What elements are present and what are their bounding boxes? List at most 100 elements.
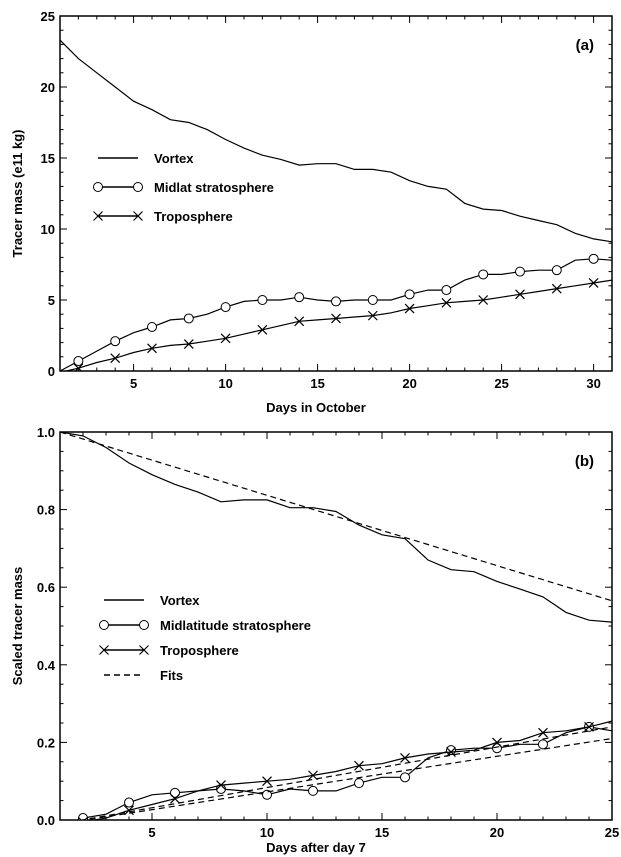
- y-tick-label: 0.2: [37, 735, 55, 750]
- cross-marker: [441, 297, 452, 308]
- cross-marker: [78, 817, 88, 820]
- circle-marker: [220, 302, 231, 313]
- legend-label: Fits: [160, 668, 183, 683]
- circle-marker: [257, 295, 268, 305]
- cross-marker: [133, 211, 143, 221]
- cross-marker: [294, 316, 305, 327]
- series-line-troposphere: [63, 279, 612, 371]
- circle-marker: [183, 313, 194, 324]
- x-tick-label: 15: [375, 825, 389, 840]
- x-tick-label: 25: [605, 825, 619, 840]
- circle-marker: [400, 772, 410, 783]
- circle-marker: [308, 785, 318, 796]
- x-tick-label: 15: [310, 376, 324, 391]
- plot-area: [60, 39, 612, 371]
- x-axis-title: Days in October: [266, 400, 366, 415]
- y-tick-label: 20: [41, 80, 55, 95]
- cross-marker: [515, 289, 525, 300]
- x-axis-title: Days after day 7: [266, 840, 366, 855]
- legend-label: Vortex: [160, 593, 200, 608]
- plot-area: [60, 432, 612, 820]
- circle-marker: [147, 321, 157, 332]
- circle-marker: [492, 743, 502, 754]
- circle-marker: [404, 289, 415, 300]
- cross-marker: [93, 211, 103, 221]
- circle-marker: [588, 253, 599, 264]
- cross-marker: [551, 283, 562, 294]
- cross-marker: [170, 793, 180, 804]
- cross-marker: [147, 343, 157, 354]
- circle-marker: [446, 745, 456, 756]
- y-tick-label: 15: [41, 151, 55, 166]
- circle-marker: [294, 292, 305, 303]
- x-tick-label: 30: [586, 376, 600, 391]
- circle-marker: [93, 182, 103, 192]
- series-line-midlat-stratosphere: [60, 258, 612, 371]
- y-tick-label: 0.8: [37, 503, 55, 518]
- circle-marker: [441, 285, 452, 296]
- y-axis-title: Scaled tracer mass: [10, 567, 25, 686]
- circle-marker: [515, 266, 525, 277]
- series-line-vortex: [60, 432, 612, 623]
- circle-marker: [478, 269, 489, 280]
- cross-marker: [478, 295, 489, 305]
- cross-marker: [183, 339, 194, 349]
- legend-label: Midlat stratosphere: [154, 180, 274, 195]
- y-tick-label: 25: [41, 9, 55, 24]
- cross-marker: [588, 278, 599, 288]
- chart-panel-b: 5 10 15 20 25 0.0 0.2 0.4 0.6 0.8 1.0 Days after da…: [10, 425, 619, 855]
- circle-marker: [124, 797, 134, 808]
- x-tick-label: 5: [148, 825, 155, 840]
- legend-label: Troposphere: [154, 209, 233, 224]
- circle-marker: [367, 295, 378, 305]
- cross-marker: [220, 333, 231, 344]
- cross-marker: [404, 303, 415, 314]
- y-tick-label: 0.0: [37, 813, 55, 828]
- y-tick-label: 5: [48, 293, 55, 308]
- cross-marker: [400, 752, 410, 763]
- circle-marker: [262, 789, 272, 800]
- circle-marker: [139, 620, 149, 630]
- series-line-troposphere: [90, 720, 612, 820]
- cross-marker: [331, 313, 341, 324]
- x-tick-label: 10: [218, 376, 232, 391]
- y-tick-label: 10: [41, 222, 55, 237]
- cross-marker: [354, 760, 364, 771]
- cross-marker: [73, 363, 84, 371]
- cross-marker: [99, 645, 109, 655]
- y-tick-label: 0.4: [37, 658, 56, 673]
- legend-label: Midlatitude stratosphere: [160, 618, 311, 633]
- cross-marker: [492, 737, 502, 748]
- circle-marker: [538, 739, 548, 750]
- cross-marker: [538, 727, 548, 738]
- cross-marker: [110, 353, 121, 364]
- circle-marker: [110, 336, 121, 347]
- cross-marker: [446, 747, 456, 758]
- panel-label: (a): [576, 37, 594, 54]
- legend-label: Vortex: [154, 151, 194, 166]
- circle-marker: [331, 296, 341, 307]
- y-tick-label: 0: [48, 364, 55, 379]
- chart-panel-a: 5 10 15 20 25 30 0 5 10 15 20 25 Days in October Trac…: [10, 9, 613, 415]
- y-tick-label: 1.0: [37, 425, 55, 440]
- series-line-fits: [78, 726, 612, 820]
- circle-marker: [133, 182, 143, 192]
- x-tick-label: 20: [402, 376, 416, 391]
- circle-marker: [354, 778, 364, 789]
- cross-marker: [216, 780, 226, 791]
- panel-label: (b): [575, 453, 594, 470]
- x-tick-label: 25: [494, 376, 508, 391]
- circle-marker: [551, 265, 562, 276]
- series-line-fits: [60, 432, 612, 602]
- y-tick-label: 0.6: [37, 580, 55, 595]
- circle-marker: [170, 787, 180, 798]
- x-tick-label: 5: [130, 376, 137, 391]
- circle-marker: [99, 620, 109, 630]
- cross-marker: [139, 645, 149, 655]
- circle-marker: [73, 356, 84, 367]
- x-tick-label: 10: [260, 825, 274, 840]
- cross-marker: [257, 324, 268, 335]
- cross-marker: [262, 776, 272, 787]
- series-line-vortex: [60, 39, 612, 243]
